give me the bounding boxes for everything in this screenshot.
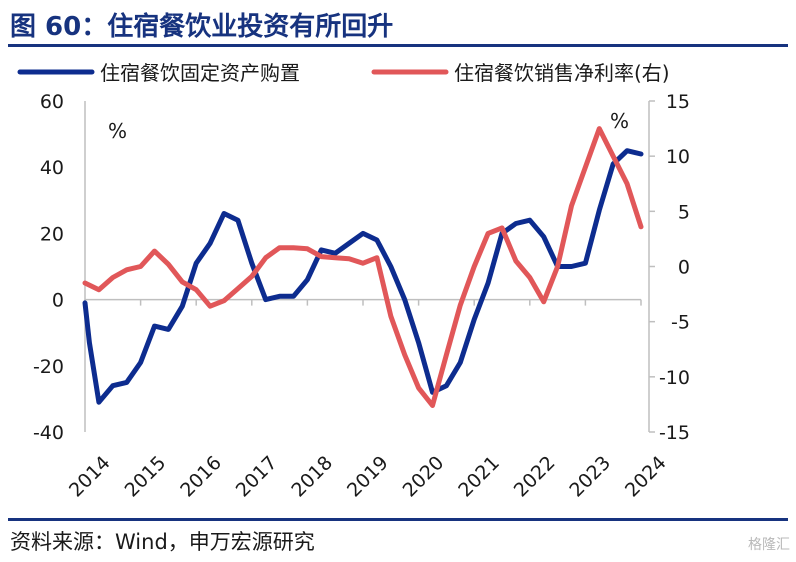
x-tick-label: 2017 xyxy=(232,452,282,502)
y-right-tick-label: 10 xyxy=(666,146,690,168)
right-axis-unit: % xyxy=(610,109,629,133)
y-right-tick-label: -10 xyxy=(659,367,690,389)
y-right-tick-label: 5 xyxy=(678,201,690,223)
y-left-tick-label: 40 xyxy=(40,157,64,179)
watermark: 格隆汇 xyxy=(748,537,790,553)
x-tick-label: 2015 xyxy=(121,452,171,502)
line-chart: 住宿餐饮固定资产购置 住宿餐饮销售净利率(右) % % -40 -20 0 20 40 6… xyxy=(17,61,690,502)
y-left-tick-label: 20 xyxy=(40,223,64,245)
legend: 住宿餐饮固定资产购置 住宿餐饮销售净利率(右) xyxy=(17,61,670,85)
y-right-tick-label: -15 xyxy=(659,422,690,444)
title-rule xyxy=(8,44,788,47)
footer-rule xyxy=(8,518,788,521)
x-tick-label: 2021 xyxy=(454,452,504,502)
y-right-tick-label: 0 xyxy=(678,257,690,279)
source-note: 资料来源：Wind，申万宏源研究 xyxy=(10,530,315,554)
y-left-tick-label: 0 xyxy=(52,290,64,312)
series-line-margin xyxy=(82,126,644,408)
y-left-tick-label: 60 xyxy=(40,91,64,113)
y-left-tick-label: -40 xyxy=(33,422,64,444)
legend-label-investment: 住宿餐饮固定资产购置 xyxy=(100,61,300,85)
x-tick-label: 2024 xyxy=(621,452,671,502)
x-tick-label: 2014 xyxy=(65,452,115,502)
x-tick-label: 2018 xyxy=(287,452,337,502)
y-right-tick-label: 15 xyxy=(666,91,690,113)
x-tick-label: 2016 xyxy=(176,452,226,502)
x-tick-label: 2019 xyxy=(343,452,393,502)
chart-title: 图 60：住宿餐饮业投资有所回升 xyxy=(10,12,394,42)
x-tick-label: 2022 xyxy=(510,452,560,502)
x-tick-label: 2023 xyxy=(565,452,615,502)
left-axis-unit: % xyxy=(108,119,127,143)
series-layer xyxy=(82,126,644,408)
series-line-investment xyxy=(82,148,644,405)
x-tick-label: 2020 xyxy=(399,452,449,502)
legend-label-margin: 住宿餐饮销售净利率(右) xyxy=(454,61,670,85)
y-right-tick-label: -5 xyxy=(671,312,690,334)
y-left-tick-label: -20 xyxy=(33,356,64,378)
